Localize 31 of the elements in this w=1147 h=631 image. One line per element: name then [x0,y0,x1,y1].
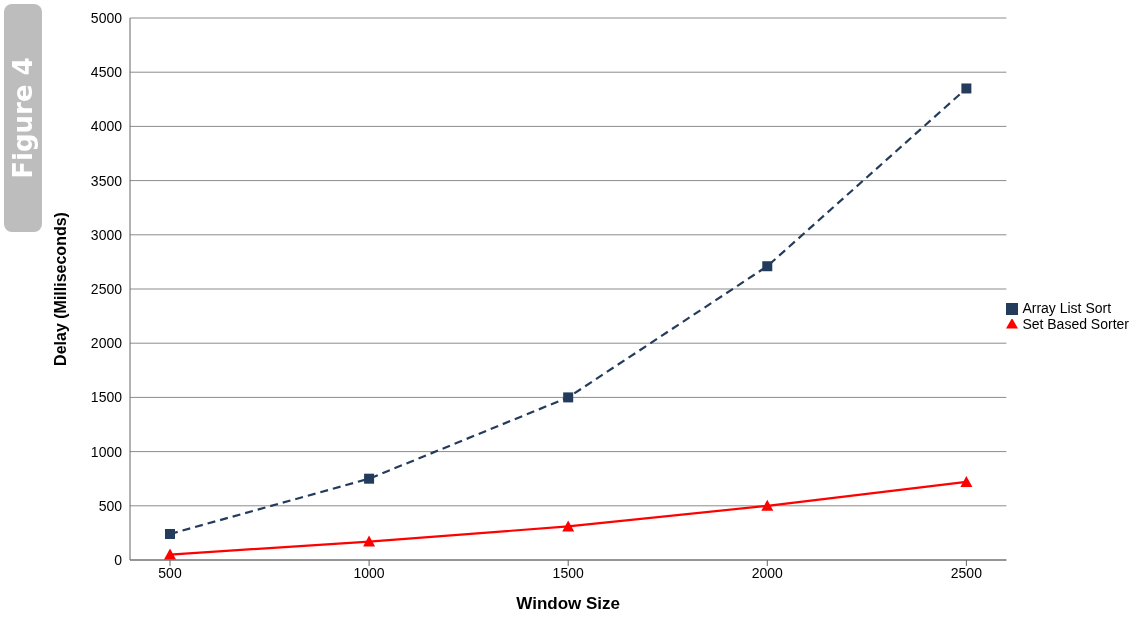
y-tick-label: 0 [114,551,123,568]
point [363,535,376,547]
y-tick-label: 2000 [90,335,123,352]
y-tick-label: 4000 [90,118,123,135]
x-tick-label: 1000 [353,564,385,581]
y-tick-label: 1500 [90,389,123,406]
point [165,528,175,539]
point [364,473,375,484]
point [164,548,176,560]
x-tick-label: 500 [158,564,182,581]
y-tick-label: 3000 [90,226,123,243]
point [562,520,575,532]
y-tick-label: 4500 [90,64,123,81]
legend-label: Set Based Sorter [1022,315,1129,332]
x-tick-label: 2500 [950,564,983,581]
y-tick-label: 1000 [90,443,123,460]
x-tick-label: 2000 [751,564,784,581]
x-tick-label: 1500 [552,564,584,581]
y-tick-label: 3500 [90,172,123,189]
point [960,475,973,487]
y-tick-label: 2500 [90,280,123,297]
point [761,499,774,511]
point [762,261,773,272]
y-axis-title: Delay (Milliseconds) [51,212,69,366]
caption: Figure 4 [8,57,38,179]
y-tick-label: 500 [98,497,123,514]
point [961,83,972,94]
point [563,392,574,403]
legend-label: Array List Sort [1022,299,1112,316]
y-tick-label: 5000 [90,9,123,26]
x-axis-title: Window Size [516,594,621,613]
